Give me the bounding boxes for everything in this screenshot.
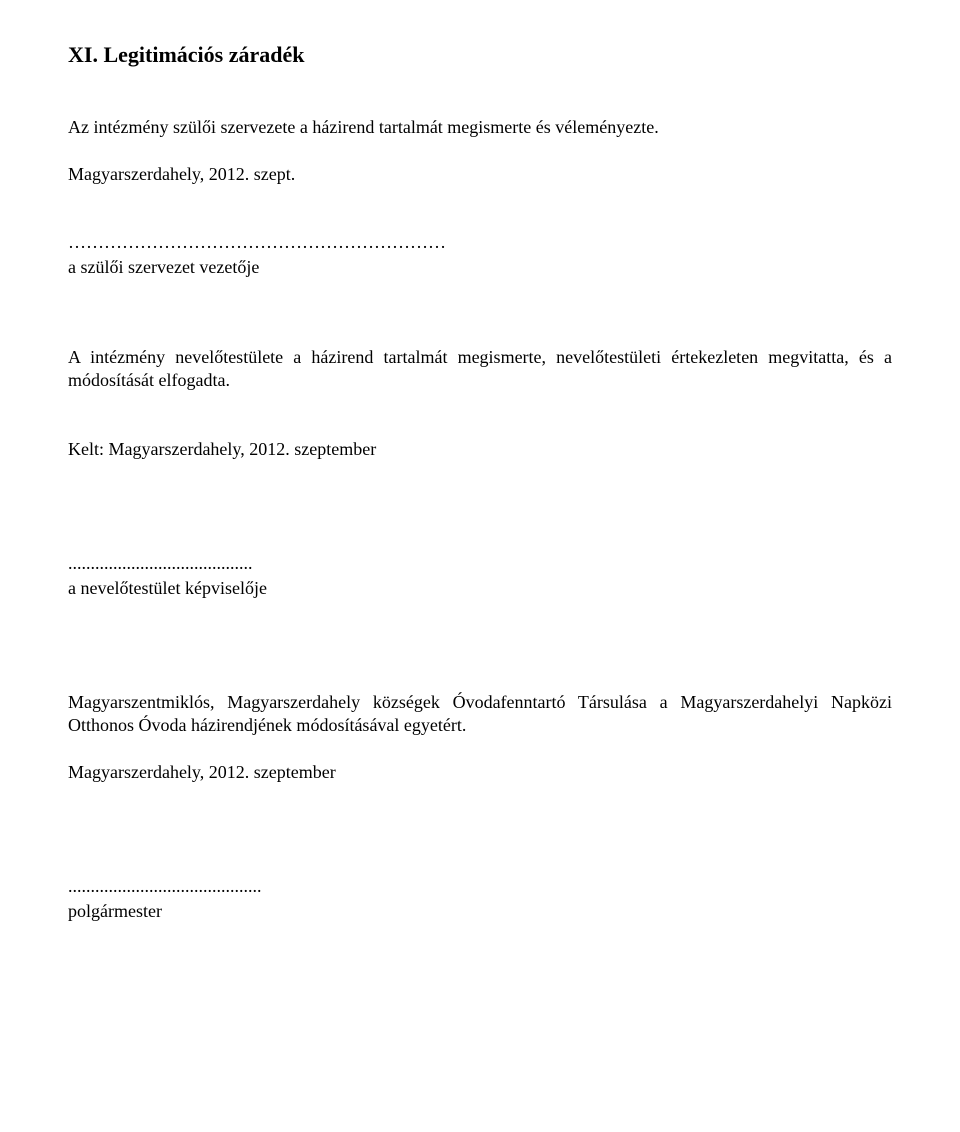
signature-line-1-dots: ……………………………………………………… <box>68 231 892 254</box>
date-line-2: Magyarszerdahely, 2012. szeptember <box>68 761 892 784</box>
intro-line-1: Az intézmény szülői szervezete a háziren… <box>68 116 892 139</box>
intro-line-2: Magyarszerdahely, 2012. szept. <box>68 163 892 186</box>
date-line-1: Kelt: Magyarszerdahely, 2012. szeptember <box>68 438 892 461</box>
signature-line-3-dots: ........................................… <box>68 875 892 898</box>
signature-line-3-label: polgármester <box>68 900 892 923</box>
page-title: XI. Legitimációs záradék <box>68 42 892 68</box>
body-paragraph-2: Magyarszentmiklós, Magyarszerdahely közs… <box>68 691 892 738</box>
signature-line-2-label: a nevelőtestület képviselője <box>68 577 892 600</box>
signature-line-1-label: a szülői szervezet vezetője <box>68 256 892 279</box>
signature-line-2-dots: ........................................… <box>68 552 892 575</box>
body-paragraph-1: A intézmény nevelőtestülete a házirend t… <box>68 346 892 393</box>
